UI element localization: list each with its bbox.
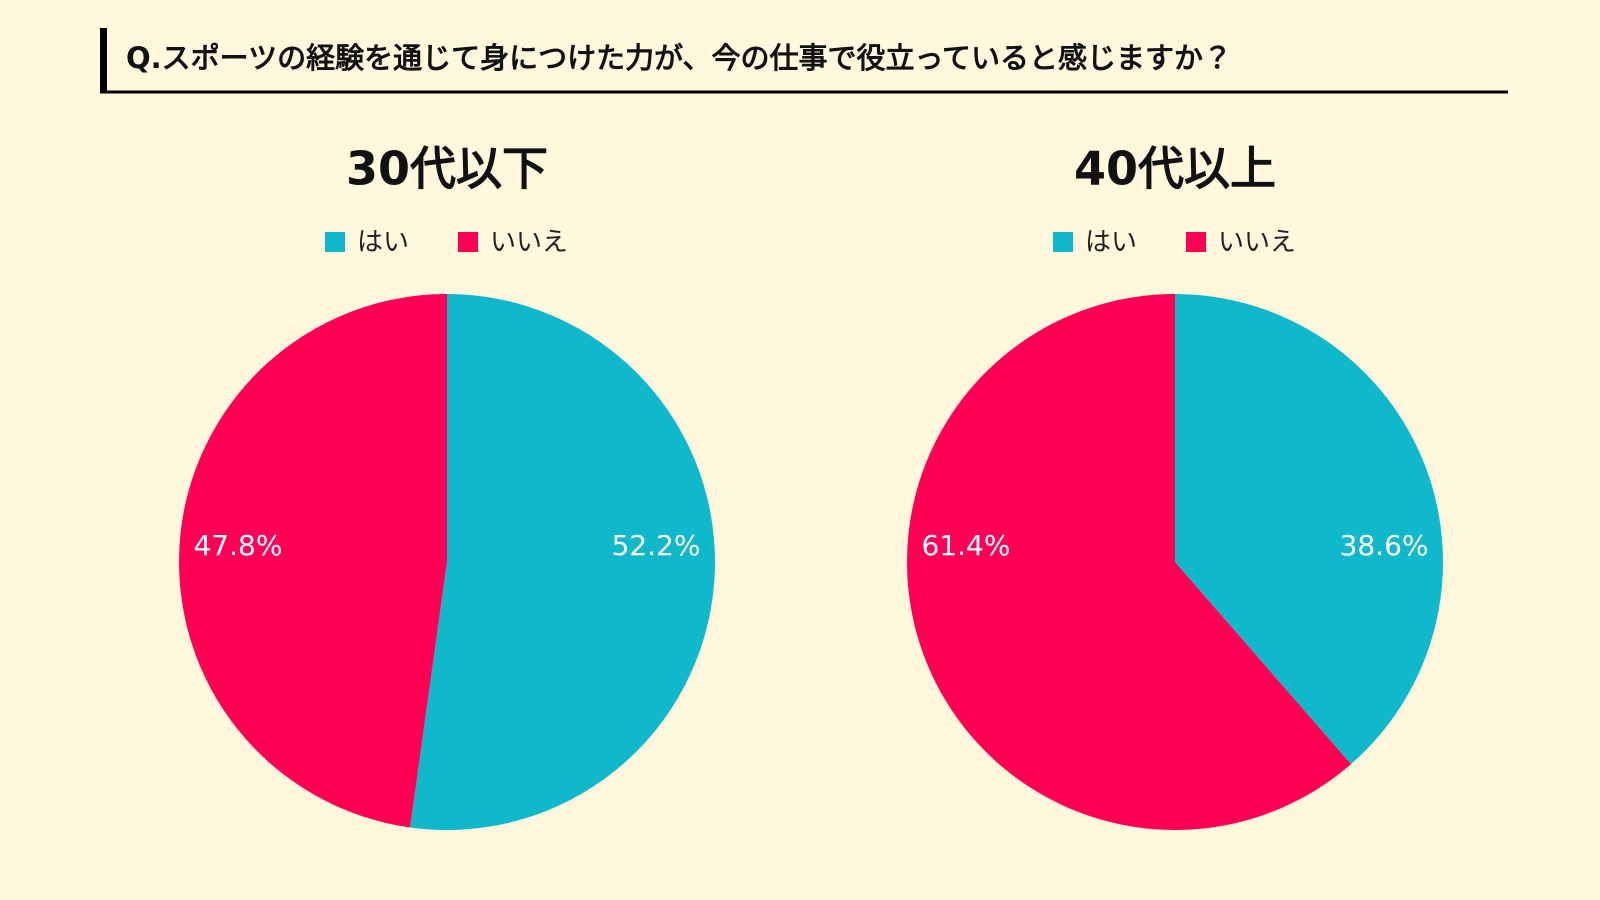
legend-label: いいえ [490, 228, 568, 258]
legend-swatch [1053, 232, 1073, 252]
header-title: Q.スポーツの経験を通じて身につけた力が、今の仕事で役立っていると感じますか？ [126, 41, 1232, 75]
data-label: 47.8% [193, 529, 282, 562]
data-label: 52.2% [612, 529, 701, 562]
chart-title: 40代以上 [1074, 142, 1276, 196]
pie-slice [1175, 294, 1443, 765]
header-bar [100, 28, 107, 92]
legend-swatch [1186, 232, 1206, 252]
pie-slice [410, 294, 716, 831]
pie-slice [179, 294, 448, 828]
legend-swatch [325, 232, 345, 252]
legend-label: いいえ [1218, 228, 1296, 258]
data-label: 38.6% [1340, 529, 1429, 562]
data-label: 61.4% [921, 529, 1010, 562]
legend-swatch [458, 232, 478, 252]
chart-title: 30代以下 [346, 142, 548, 196]
legend-label: はい [357, 228, 409, 258]
pie-slice [906, 294, 1351, 831]
legend-label: はい [1085, 228, 1137, 258]
